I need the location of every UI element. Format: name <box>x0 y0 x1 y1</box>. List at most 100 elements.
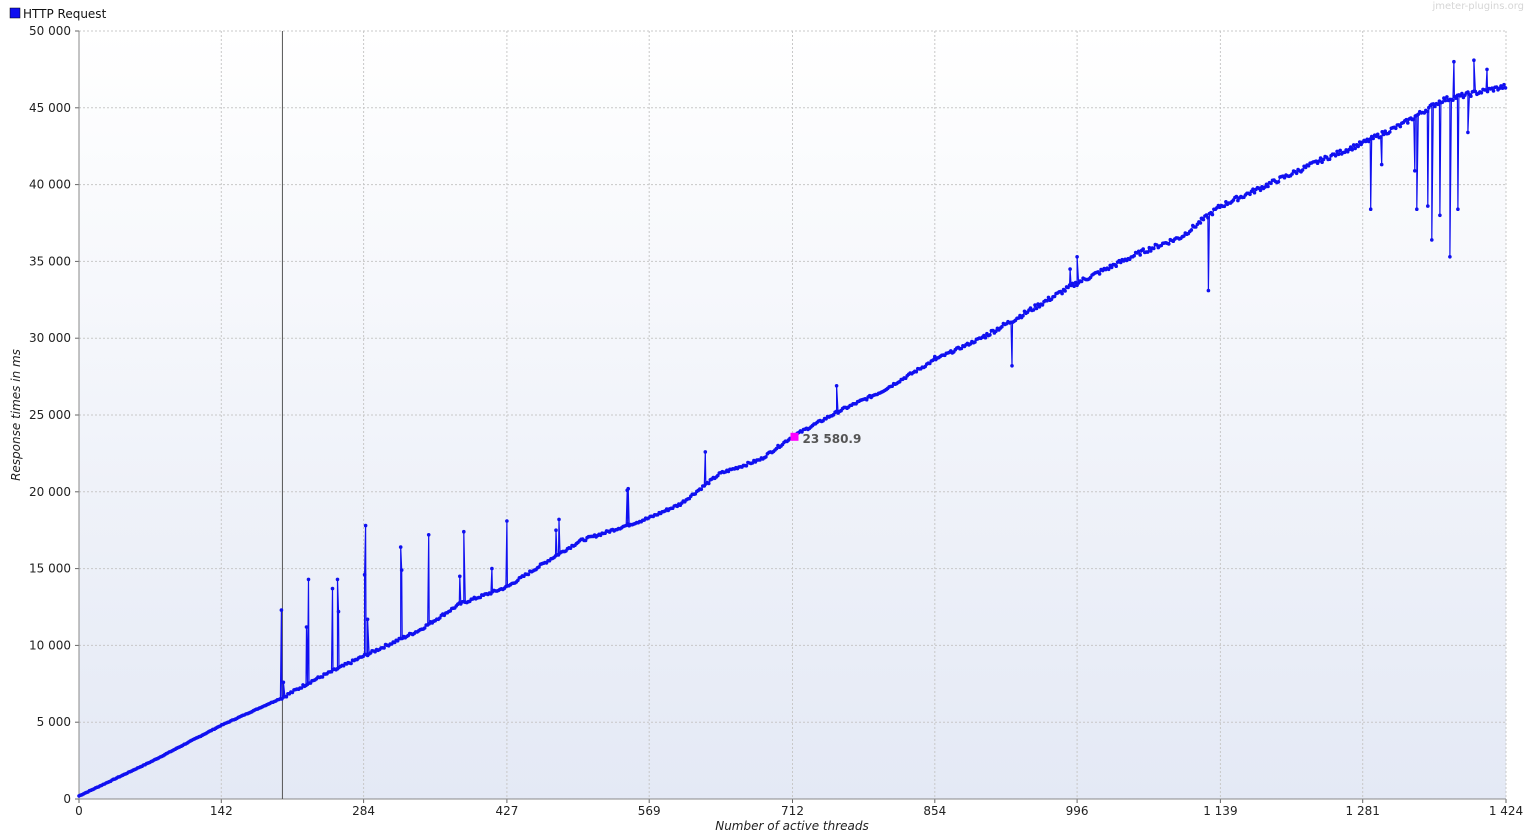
data-point <box>1335 149 1339 154</box>
data-point <box>299 686 304 690</box>
data-point <box>1456 207 1460 211</box>
x-tick-label: 142 <box>210 804 233 818</box>
legend-label-http-request: HTTP Request <box>23 7 107 21</box>
data-point <box>1118 260 1123 265</box>
y-tick-label: 5 000 <box>37 715 71 729</box>
data-point <box>363 523 368 528</box>
data-point <box>1182 234 1186 238</box>
data-point <box>1079 279 1084 284</box>
data-point <box>1415 207 1419 211</box>
grid-lines <box>79 30 1507 799</box>
data-point <box>1378 135 1383 139</box>
highlight-point[interactable] <box>790 432 799 441</box>
data-point <box>1109 265 1114 270</box>
legend-swatch-http-request <box>9 7 21 19</box>
data-point <box>362 572 367 577</box>
y-tick-label: 50 000 <box>29 24 71 38</box>
data-point <box>505 519 509 523</box>
data-point <box>1318 156 1323 160</box>
data-point <box>703 450 708 454</box>
data-point <box>1381 132 1386 137</box>
data-point <box>1460 91 1464 96</box>
data-point <box>1294 171 1299 176</box>
data-point <box>1149 249 1153 253</box>
x-tick-label: 0 <box>75 804 83 818</box>
data-point <box>438 616 442 620</box>
data-point <box>1075 254 1079 259</box>
data-point <box>1404 117 1409 122</box>
data-point <box>994 329 998 334</box>
data-point <box>1189 228 1194 232</box>
data-point <box>1398 124 1403 129</box>
data-point <box>1380 130 1384 134</box>
data-point <box>1502 82 1506 87</box>
y-tick-label: 35 000 <box>29 254 71 268</box>
data-point <box>1413 169 1417 173</box>
data-point <box>959 346 964 351</box>
y-tick-label: 25 000 <box>29 408 71 422</box>
data-point <box>1097 272 1102 276</box>
x-axis-title: Number of active threads <box>715 819 869 833</box>
x-tick-label: 569 <box>638 804 661 818</box>
data-point <box>1106 267 1111 272</box>
data-point <box>1438 213 1442 218</box>
data-point <box>279 608 284 612</box>
data-point <box>1353 146 1357 151</box>
data-point <box>1266 184 1270 189</box>
data-point <box>335 577 340 582</box>
data-point <box>1072 284 1076 289</box>
data-point <box>1348 145 1353 149</box>
series-http-request <box>77 58 1508 798</box>
data-point <box>1045 298 1049 303</box>
data-point <box>458 574 462 579</box>
data-point <box>1263 185 1267 189</box>
data-point <box>382 646 386 650</box>
data-point <box>707 481 711 486</box>
y-tick-label: 20 000 <box>29 485 71 499</box>
data-point <box>1466 130 1470 135</box>
data-point <box>1425 109 1430 114</box>
data-point <box>1445 95 1449 99</box>
data-point <box>1063 289 1067 293</box>
highlight-layer: 23 580.9 <box>790 432 861 446</box>
data-point <box>744 464 749 468</box>
data-point <box>1371 136 1375 141</box>
x-tick-label: 712 <box>781 804 804 818</box>
data-point <box>1167 242 1171 246</box>
data-point <box>1336 152 1341 157</box>
data-point <box>1394 126 1398 131</box>
data-point <box>1222 204 1227 209</box>
data-point <box>1040 303 1045 307</box>
data-point <box>1034 306 1039 311</box>
data-point <box>1412 117 1416 121</box>
x-tick-label: 1 424 <box>1489 804 1523 818</box>
data-point <box>1000 324 1004 329</box>
data-point <box>764 455 768 459</box>
legend[interactable]: HTTP Request <box>9 7 107 21</box>
data-point <box>537 565 541 569</box>
data-point <box>1448 254 1452 259</box>
data-point <box>1321 157 1326 162</box>
data-point <box>1379 162 1384 167</box>
data-point <box>1248 192 1252 197</box>
data-point <box>1282 175 1287 180</box>
data-point <box>1132 253 1136 258</box>
data-point <box>422 626 427 630</box>
data-point <box>1037 305 1042 309</box>
data-point <box>1046 295 1051 300</box>
data-point <box>398 545 403 549</box>
data-point <box>1204 213 1209 217</box>
data-point <box>1136 249 1141 254</box>
data-point <box>1317 159 1321 163</box>
data-point <box>1073 280 1078 285</box>
y-tick-label: 10 000 <box>29 638 71 652</box>
data-point <box>1500 86 1505 90</box>
data-point <box>1114 264 1118 269</box>
data-point <box>1300 168 1305 172</box>
data-point <box>1351 143 1356 147</box>
data-point <box>1201 217 1206 222</box>
data-point <box>1276 180 1281 184</box>
data-point <box>1491 89 1496 93</box>
data-point <box>1060 291 1064 296</box>
